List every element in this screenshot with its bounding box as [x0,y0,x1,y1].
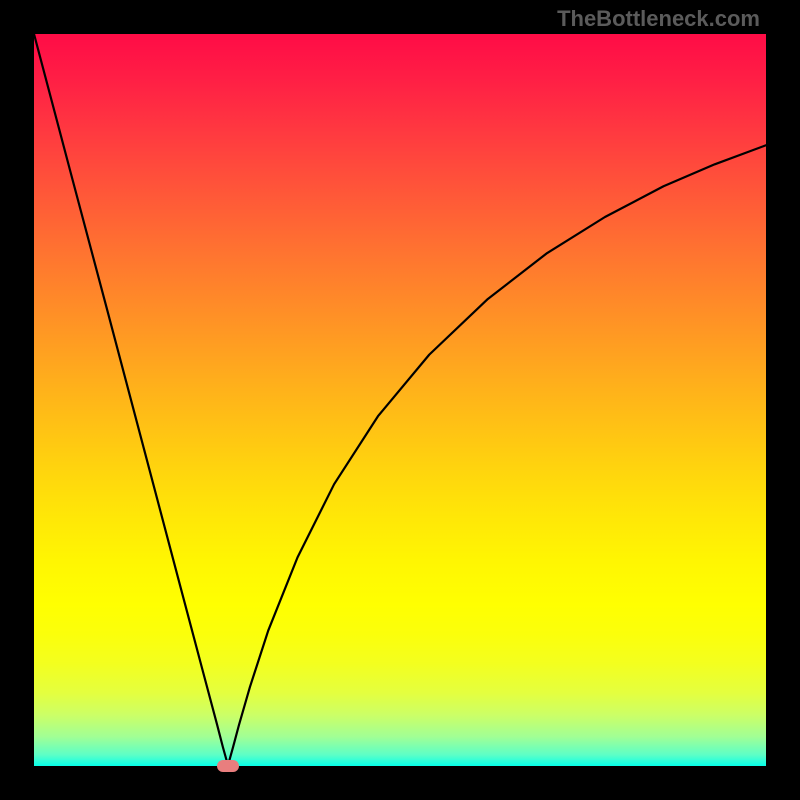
plot-area [34,34,766,766]
bottleneck-curve [34,34,766,766]
watermark-text: TheBottleneck.com [557,6,760,32]
minimum-marker [217,760,239,772]
chart-canvas: TheBottleneck.com [0,0,800,800]
